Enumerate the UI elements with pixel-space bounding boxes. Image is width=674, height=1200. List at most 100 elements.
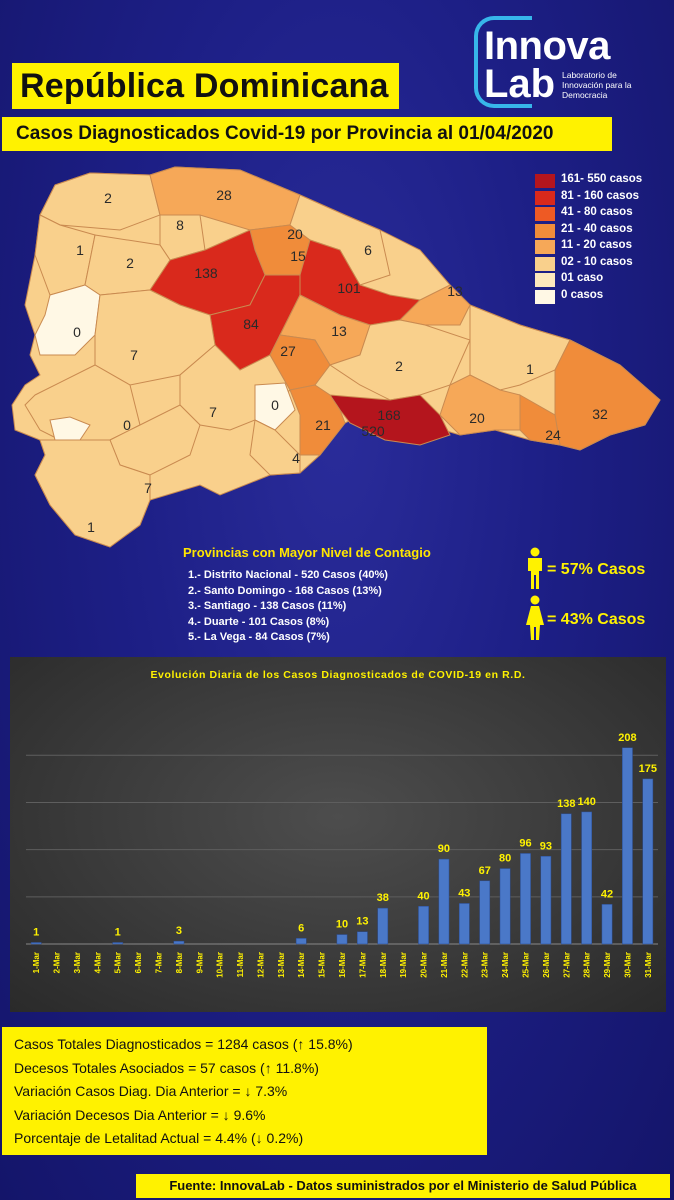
page-title: República Dominicana [12,63,399,109]
chart-data-label: 40 [417,890,429,902]
map-province-label: 138 [194,265,218,281]
chart-tick-label: 14-Mar [297,952,306,978]
chart-bar [418,906,429,945]
legend-label: 41 - 80 casos [561,206,633,218]
chart-tick-label: 15-Mar [318,952,327,978]
prov-26 [49,416,91,441]
legend-label: 21 - 40 casos [561,222,633,235]
chart-bar [499,868,511,945]
top-province-item: 1.- Distrito Nacional - 520 Casos (40%) [188,569,388,581]
chart-bar [458,903,470,945]
chart-tick-label: 3-Mar [73,952,82,973]
legend-label: 01 caso [561,272,604,284]
map-province-label: 13 [331,323,347,339]
map-provinces [11,166,661,548]
map-province-label: 0 [73,324,81,340]
chart-data-label: 1 [33,927,39,939]
chart-data-label: 10 [336,919,348,931]
chart-title: Evolución Diaria de los Casos Diagnostic… [150,669,525,681]
female-icon [526,595,544,640]
chart-tick-label: 21-Mar [440,952,449,978]
map-province-label: 0 [271,397,279,413]
map-province-label: 21 [315,417,331,433]
chart-data-label: 138 [557,798,575,810]
map-province-label: 7 [130,347,138,363]
logo-frame [474,16,532,108]
chart-data-label: 38 [377,892,389,904]
map-province-label: 84 [243,316,259,332]
map-province-label: 1 [526,361,534,377]
chart-data-label: 80 [499,853,511,865]
stat-line: Variación Casos Diag. Dia Anterior = ↓ 7… [14,1083,288,1099]
chart-tick-label: 28-Mar [583,952,592,978]
stat-line: Casos Totales Diagnosticados = 1284 caso… [14,1036,353,1052]
chart-data-label: 90 [438,843,450,855]
legend-swatch [535,207,555,221]
legend-swatch [535,190,555,205]
legend-swatch [535,240,555,254]
stat-line: Variación Decesos Dia Anterior = ↓ 9.6% [14,1106,266,1123]
map-province-label: 32 [592,406,608,422]
chart-data-label: 43 [458,887,470,899]
prov-20 [329,394,451,446]
top-province-item: 2.- Santo Domingo - 168 Casos (13%) [188,584,382,597]
chart-tick-label: 19-Mar [399,952,408,978]
map-province-label: 27 [280,343,296,359]
chart-bar [295,938,307,945]
chart-data-label: 42 [601,888,613,900]
chart-tick-label: 16-Mar [338,952,347,978]
chart-tick-label: 9-Mar [195,952,204,973]
legend-label: 11 - 20 casos [561,239,632,251]
prov-24 [519,394,561,446]
logo-tagline: Laboratorio de Innovación para la Democr… [562,70,632,100]
male-percentage: = 57% Casos [547,561,646,578]
chart-bar [479,880,491,945]
map-province-label: 7 [209,404,217,420]
chart-bar [357,931,368,945]
prov-23 [554,339,661,451]
chart-tick-label: 7-Mar [155,952,164,973]
chart-tick-label: 29-Mar [603,952,612,978]
chart-bar [112,942,124,945]
top-province-item: 3.- Santiago - 138 Casos (11%) [188,600,347,612]
prov-1 [39,172,161,231]
chart-bar [30,942,42,945]
chart-tick-label: 25-Mar [521,952,530,978]
map-province-label: 4 [292,450,300,466]
chart-bar [540,856,552,945]
chart-tick-label: 2-Mar [53,952,62,973]
prov-21 [289,384,346,456]
chart-bar [560,813,572,945]
chart-data-label: 1 [115,927,121,939]
legend-swatch [535,256,555,271]
chart-tick-label: 6-Mar [134,952,143,973]
chart-tick-label: 23-Mar [481,952,490,978]
female-percentage: = 43% Casos [547,611,646,628]
logo-line1: Innova [484,24,610,68]
prov-17 [469,304,571,391]
chart-tick-label: 31-Mar [644,952,653,978]
map-province-label: 168 [377,407,401,423]
legend-label: 81 - 160 casos [561,189,640,202]
chart-bar [601,904,613,945]
map-province-label: 20 [469,410,485,426]
chart-bar [336,934,348,945]
chart-tick-label: 30-Mar [623,952,632,978]
chart-data-label: 208 [618,732,636,744]
chart-tick-label: 17-Mar [358,952,367,978]
legend-swatch [535,273,555,287]
chart-data-label: 93 [540,840,552,852]
stat-line: Porcentaje de Letalitad Actual = 4.4% (↓… [14,1130,304,1146]
chart-tick-label: 18-Mar [379,952,388,978]
daily-cases-chart: Evolución Diaria de los Casos Diagnostic… [10,657,666,1012]
innovalab-logo: Innova Lab Laboratorio de Innovación par… [470,12,645,112]
map-province-label: 8 [176,217,184,233]
prov-27 [249,419,301,476]
chart-data-label: 13 [356,916,368,928]
legend-label: 0 casos [561,288,604,301]
chart-data-label: 175 [639,763,657,775]
chart-data-label: 6 [298,922,304,934]
map-province-label: 7 [144,480,152,496]
